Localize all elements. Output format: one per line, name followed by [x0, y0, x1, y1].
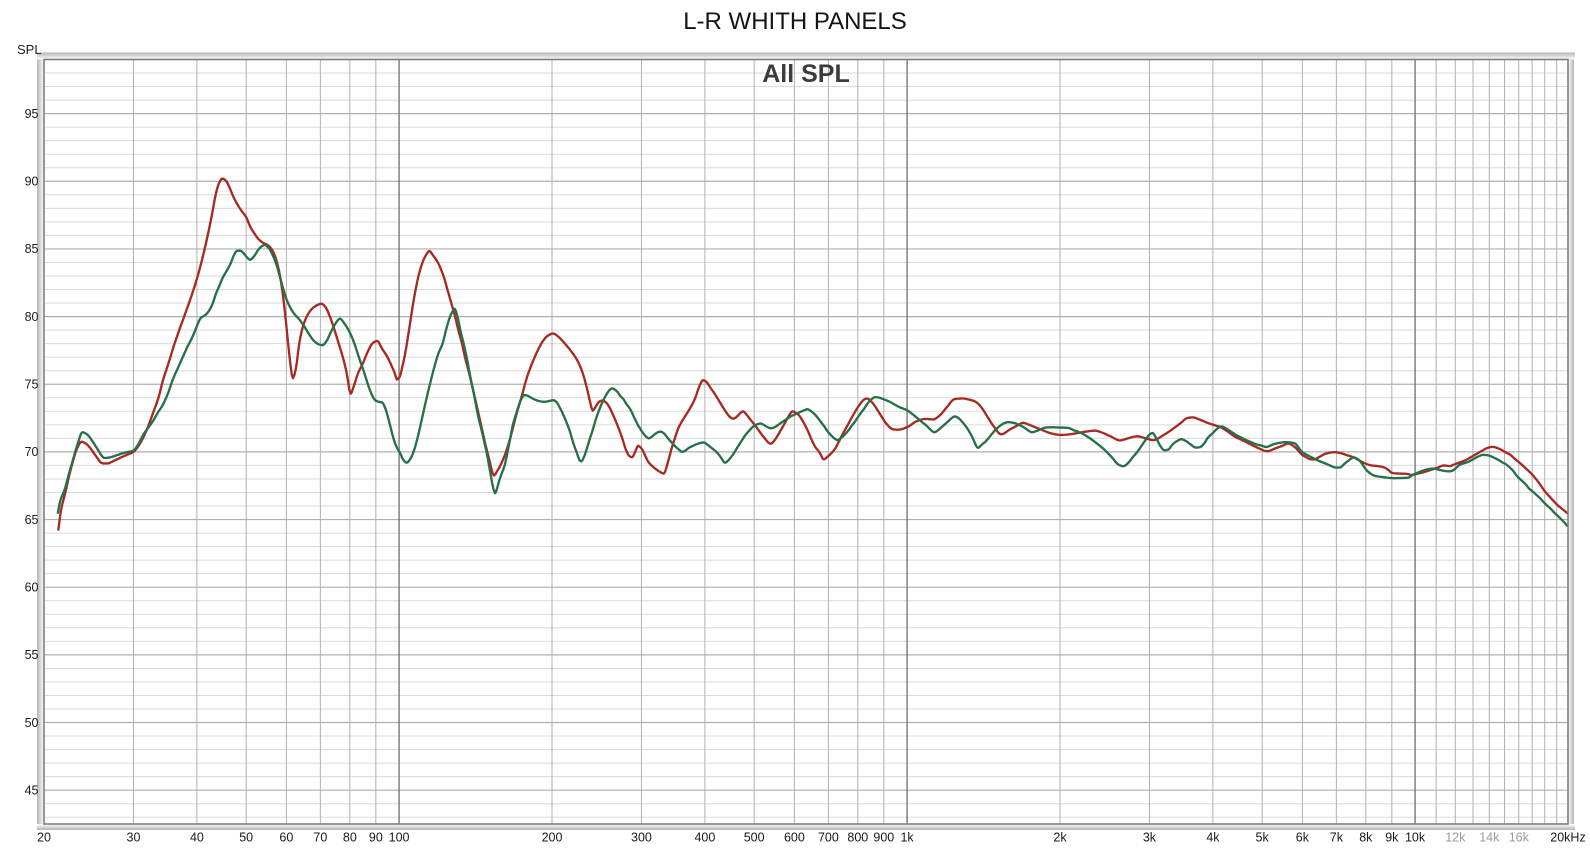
x-tick-label-60: 60: [279, 831, 293, 845]
plot-area: [44, 59, 1568, 824]
x-tick-label-30: 30: [127, 831, 141, 845]
plot-legend: All SPL: [762, 60, 850, 88]
x-tick-label-9k: 9k: [1385, 831, 1399, 845]
x-tick-label-8k: 8k: [1359, 831, 1373, 845]
x-tick-label-900: 900: [873, 831, 894, 845]
x-tick-label-20: 20: [37, 831, 51, 845]
x-tick-label-200: 200: [542, 831, 563, 845]
x-tick-label-70: 70: [313, 831, 327, 845]
x-tick-label-90: 90: [369, 831, 383, 845]
y-tick-label-45: 45: [25, 783, 39, 797]
x-tick-label-2k: 2k: [1053, 831, 1067, 845]
x-tick-label-40: 40: [190, 831, 204, 845]
x-tick-label-80: 80: [343, 831, 357, 845]
y-axis-title: SPL: [17, 42, 42, 57]
x-tick-label-3k: 3k: [1143, 831, 1157, 845]
x-tick-label-12k: 12k: [1445, 831, 1466, 845]
x-tick-label-10k: 10k: [1405, 831, 1426, 845]
plot-border: [43, 58, 1569, 825]
y-tick-label-50: 50: [25, 716, 39, 730]
x-tick-label-100: 100: [389, 831, 410, 845]
y-tick-label-55: 55: [25, 648, 39, 662]
plot-shadow-bottom: [37, 824, 1575, 830]
y-tick-label-85: 85: [25, 242, 39, 256]
x-tick-label-6k: 6k: [1296, 831, 1310, 845]
x-tick-label-16k: 16k: [1509, 831, 1530, 845]
y-tick-label-95: 95: [25, 107, 39, 121]
x-tick-label-400: 400: [694, 831, 715, 845]
plot-shadow-left: [37, 59, 44, 824]
x-tick-label-600: 600: [784, 831, 805, 845]
x-tick-label-700: 700: [818, 831, 839, 845]
y-tick-label-65: 65: [25, 513, 39, 527]
y-tick-label-90: 90: [25, 175, 39, 189]
chart-title: L-R WHITH PANELS: [683, 8, 907, 35]
x-tick-label-300: 300: [631, 831, 652, 845]
x-tick-label-20kHz: 20kHz: [1550, 831, 1585, 845]
x-tick-label-50: 50: [239, 831, 253, 845]
plot-shadow-right: [1568, 59, 1574, 824]
spl-trace-red: [57, 177, 1569, 531]
y-tick-label-70: 70: [25, 445, 39, 459]
x-tick-label-1k: 1k: [900, 831, 914, 845]
x-tick-label-4k: 4k: [1206, 831, 1220, 845]
y-tick-label-75: 75: [25, 378, 39, 392]
x-tick-label-7k: 7k: [1330, 831, 1344, 845]
x-tick-label-14k: 14k: [1479, 831, 1500, 845]
x-tick-label-800: 800: [847, 831, 868, 845]
x-tick-label-500: 500: [744, 831, 765, 845]
plot-shadow-top: [37, 52, 1575, 60]
y-tick-label-80: 80: [25, 310, 39, 324]
spl-trace-green: [56, 243, 1569, 527]
y-tick-label-60: 60: [25, 581, 39, 595]
x-tick-label-5k: 5k: [1256, 831, 1270, 845]
